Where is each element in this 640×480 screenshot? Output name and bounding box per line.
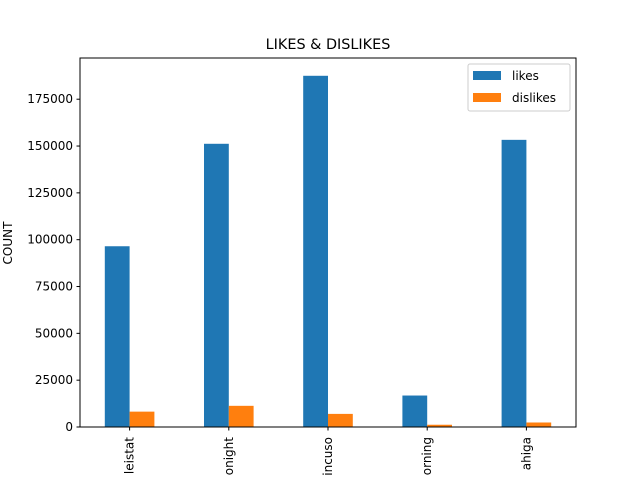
y-tick-label: 75000: [35, 280, 73, 294]
bar-dislikes-0: [129, 411, 155, 427]
y-tick-label: 25000: [35, 373, 73, 387]
bar-dislikes-1: [228, 405, 254, 427]
plot-frame: [79, 57, 577, 428]
y-tick-label: 125000: [27, 186, 73, 200]
legend-swatch-dislikes: [473, 93, 501, 102]
x-tick-label: leistat: [123, 437, 137, 474]
bar-likes-1: [204, 143, 229, 428]
legend: likes dislikes: [467, 63, 571, 112]
legend-swatch-likes: [473, 71, 501, 80]
bar-likes-2: [303, 75, 328, 427]
legend-label-likes: likes: [512, 69, 539, 83]
bar-likes-3: [402, 395, 428, 427]
chart-title: LIKES & DISLIKES: [266, 37, 391, 53]
bar-dislikes-2: [328, 413, 353, 427]
x-tick-label: incuso: [321, 437, 335, 476]
y-tick-label: 0: [65, 420, 73, 434]
y-tick-label: 150000: [27, 139, 73, 153]
x-axis: leistat onight incuso orning ahiga: [123, 427, 533, 476]
bar-likes-4: [501, 139, 527, 427]
bars-layer: [104, 75, 552, 428]
y-axis-label: COUNT: [1, 221, 15, 265]
x-tick-label: onight: [222, 437, 236, 476]
x-tick-label: ahiga: [519, 437, 533, 470]
x-tick-label: orning: [420, 437, 434, 475]
y-tick-label: 50000: [35, 326, 73, 340]
bar-dislikes-3: [427, 424, 452, 427]
legend-label-dislikes: dislikes: [512, 91, 556, 105]
y-tick-label: 175000: [27, 92, 73, 106]
bar-dislikes-4: [526, 422, 552, 427]
bar-likes-0: [104, 246, 130, 427]
y-axis: 0 25000 50000 75000 100000 125000 150000 175000: [27, 92, 80, 434]
y-tick-label: 100000: [27, 233, 73, 247]
